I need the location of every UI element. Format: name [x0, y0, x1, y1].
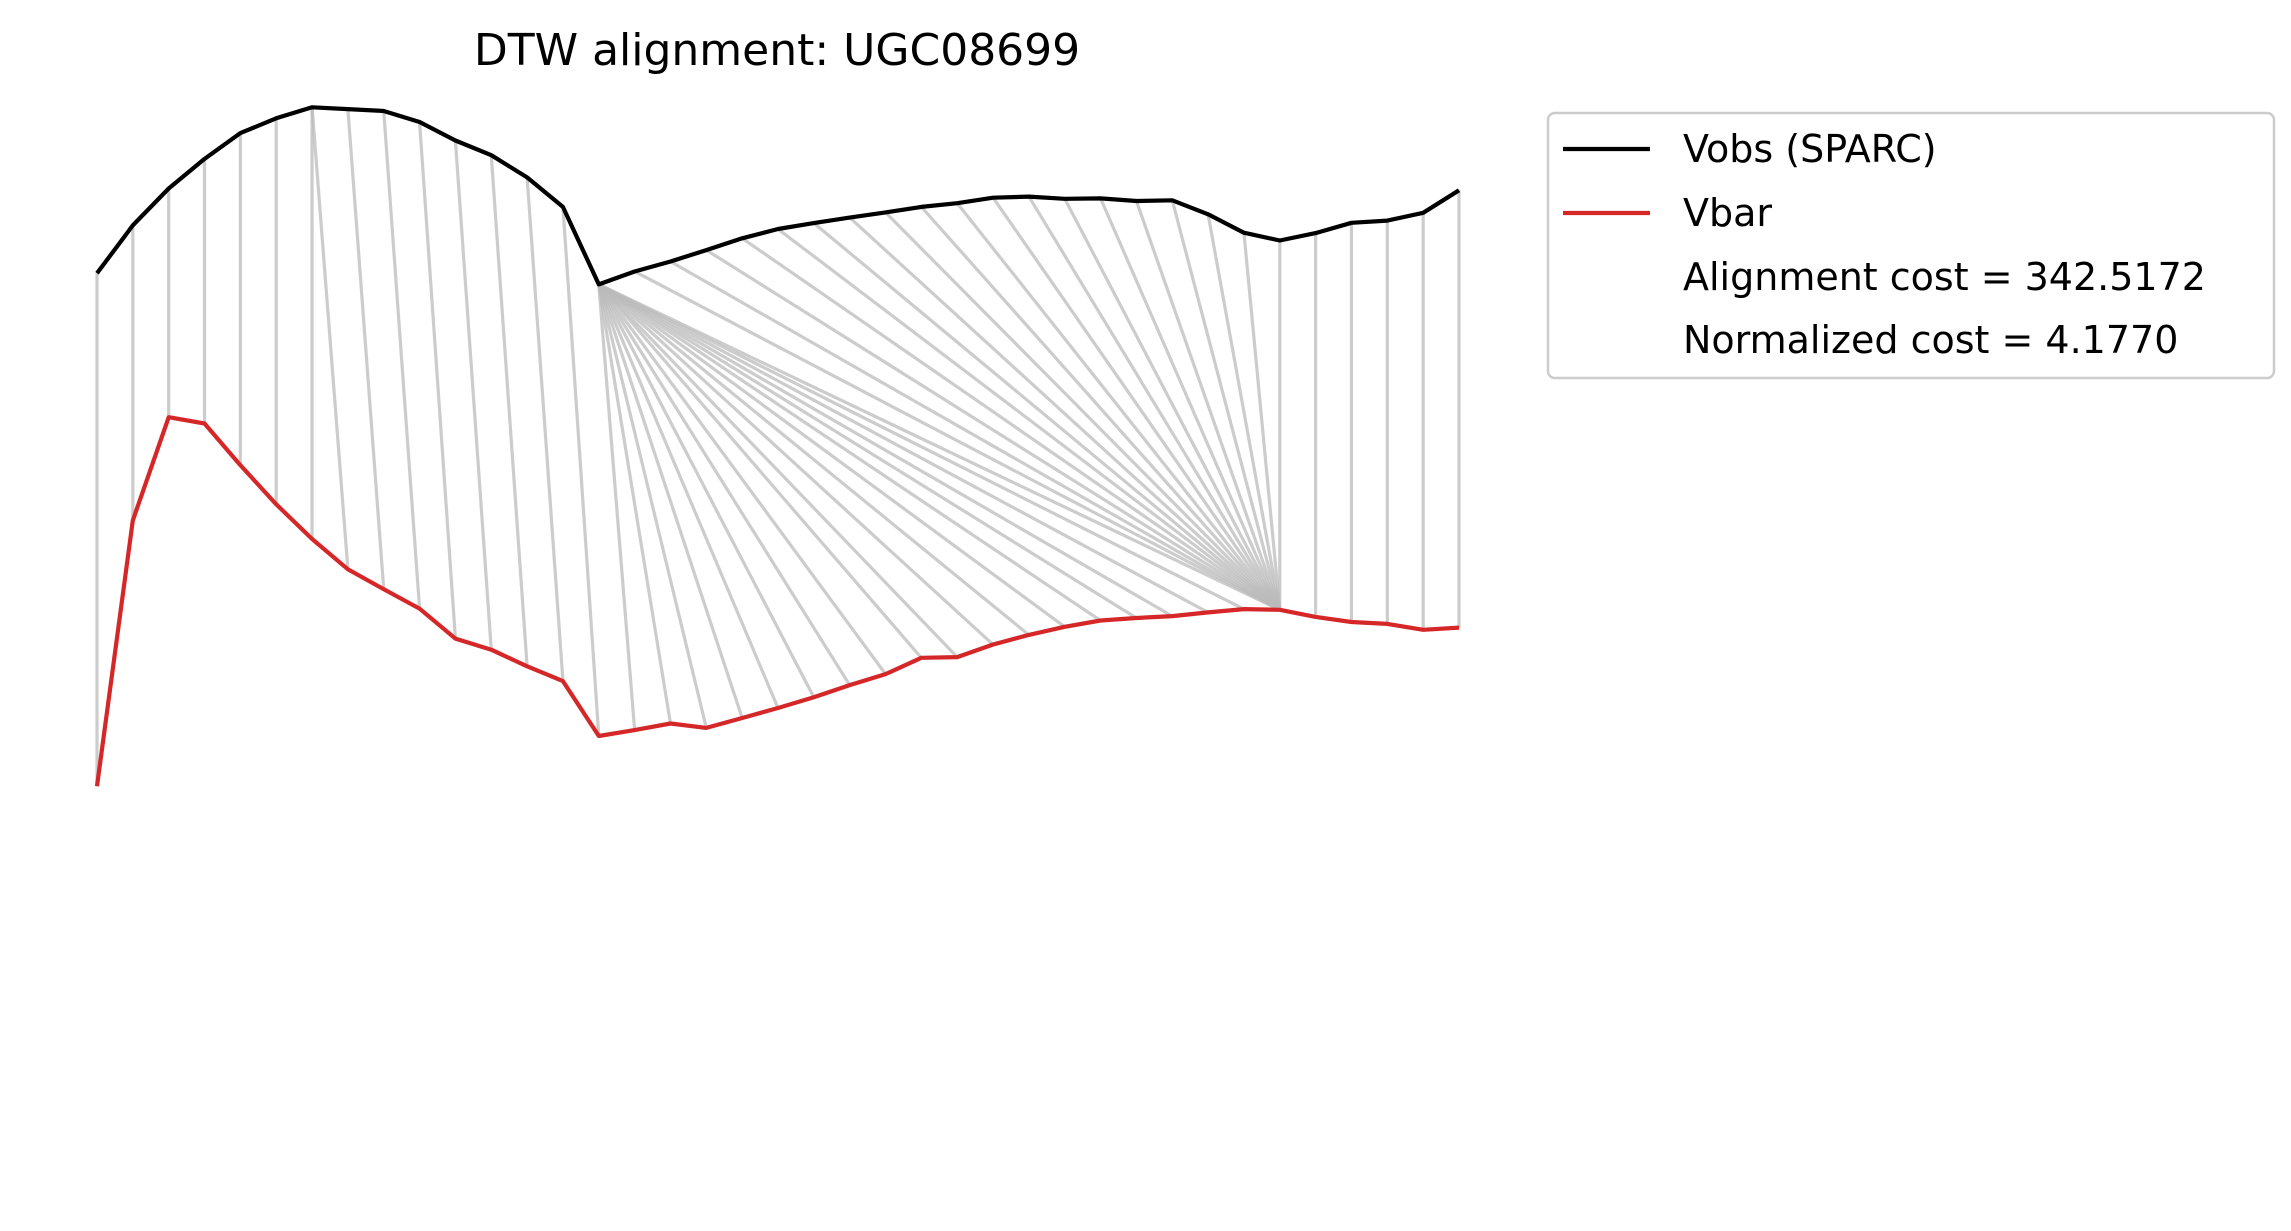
- legend: Vobs (SPARC) Vbar Alignment cost = 342.5…: [1546, 111, 2276, 380]
- alignment-line: [598, 282, 1209, 614]
- alignment-line: [597, 283, 852, 686]
- legend-normalized-cost: Normalized cost = 4.1770: [1683, 318, 2178, 362]
- legend-alignment-cost: Alignment cost = 342.5172: [1683, 255, 2206, 299]
- alignment-line: [955, 202, 1282, 611]
- alignment-line: [1134, 200, 1282, 611]
- legend-label-vbar: Vbar: [1683, 191, 1772, 235]
- alignment-line: [1099, 197, 1282, 611]
- alignment-line: [597, 283, 995, 646]
- alignment-line: [597, 283, 780, 709]
- alignment-line: [920, 205, 1281, 611]
- alignment-line: [848, 216, 1281, 612]
- vobs-series-line: [95, 105, 1461, 287]
- alignment-line: [597, 283, 923, 659]
- alignment-line: [1206, 213, 1282, 611]
- alignment-line: [597, 283, 1138, 620]
- alignment-line: [597, 284, 708, 729]
- alignment-line: [1027, 195, 1282, 611]
- alignment-line: [598, 282, 1281, 612]
- alignment-line: [597, 283, 959, 659]
- alignment-line: [453, 140, 493, 650]
- alignment-line: [597, 283, 1102, 622]
- alignment-line: [705, 248, 1281, 612]
- chart-title: DTW alignment: UGC08699: [474, 25, 1080, 76]
- alignment-line: [489, 155, 529, 667]
- alignment-line: [346, 108, 386, 590]
- legend-label-vobs: Vobs (SPARC): [1683, 127, 1937, 171]
- alignment-line: [597, 283, 1030, 637]
- alignment-line: [597, 283, 816, 699]
- alignment-line: [525, 177, 565, 682]
- alignment-line: [382, 110, 422, 609]
- alignment-line: [417, 121, 458, 639]
- alignment-line: [597, 283, 887, 676]
- alignment-line: [597, 283, 1174, 618]
- alignment-line: [598, 282, 1245, 611]
- alignment-line: [310, 107, 350, 570]
- alignment-line: [597, 284, 637, 731]
- alignment-line: [633, 270, 1281, 612]
- alignment-line: [1170, 199, 1282, 611]
- alignment-lines: [95, 107, 1461, 787]
- alignment-line: [812, 221, 1281, 612]
- alignment-line: [991, 196, 1282, 611]
- alignment-line: [597, 284, 673, 724]
- alignment-line: [777, 227, 1281, 612]
- alignment-line: [1242, 232, 1282, 610]
- alignment-line: [561, 206, 601, 737]
- legend-box: [1546, 111, 2276, 380]
- alignment-line: [597, 283, 744, 719]
- alignment-line: [884, 211, 1281, 611]
- alignment-line: [669, 260, 1281, 612]
- alignment-line: [741, 236, 1281, 612]
- alignment-line: [1063, 198, 1282, 611]
- vbar-series-line: [94, 415, 1460, 787]
- alignment-line: [597, 283, 1066, 629]
